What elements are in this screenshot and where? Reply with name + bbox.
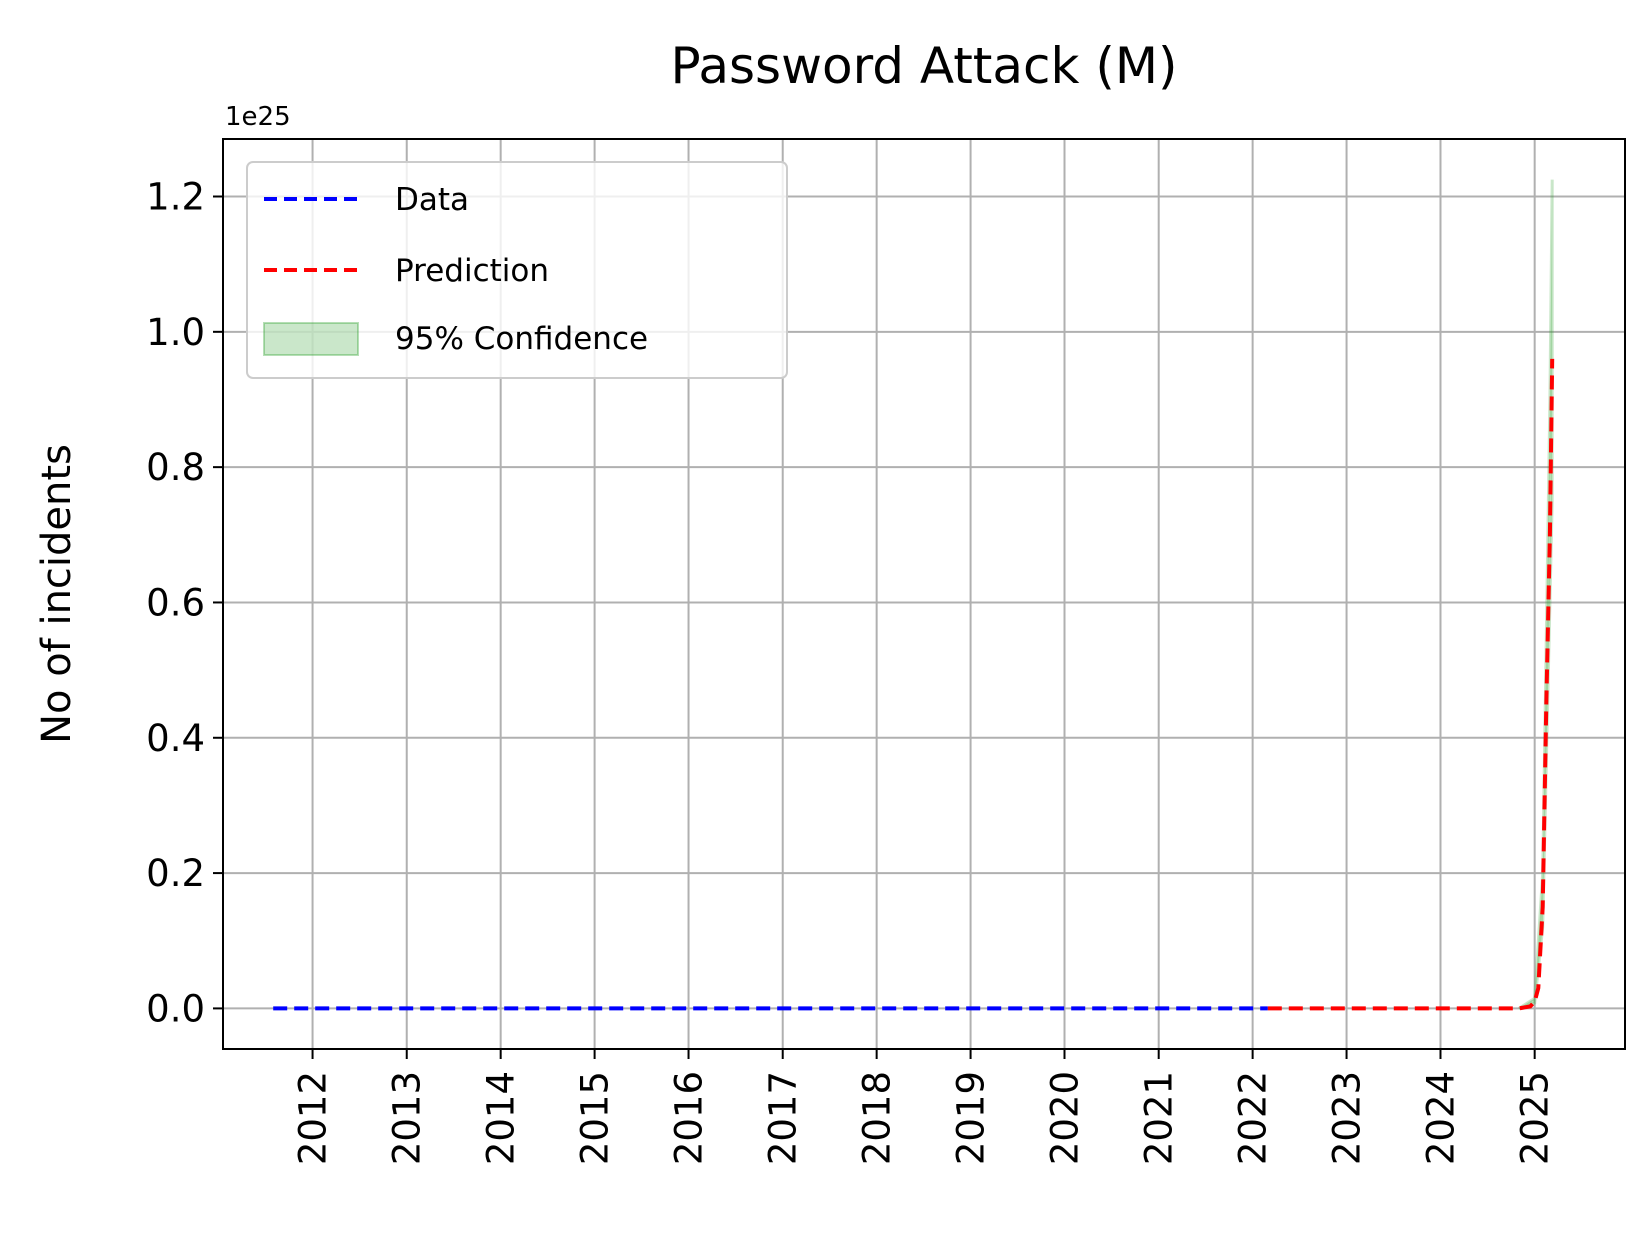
prediction-series-line [1267, 358, 1555, 1011]
plot-frame [222, 138, 1626, 1050]
x-tick-label: 2019 [950, 1071, 993, 1165]
chart-title: Password Attack (M) [670, 37, 1177, 95]
plot-series [273, 179, 1555, 1011]
x-tick-label: 2021 [1138, 1071, 1181, 1165]
y-tick-label: 0.8 [146, 446, 205, 489]
y-tick-label: 0.0 [146, 987, 205, 1030]
legend-label-confidence: 95% Confidence [395, 321, 648, 357]
x-tick-label: 2018 [856, 1071, 899, 1165]
x-tick-label: 2015 [574, 1071, 617, 1165]
legend-box [246, 161, 788, 379]
legend-patch-confidence [263, 322, 359, 356]
x-tick-label: 2014 [480, 1071, 523, 1165]
x-tick-label: 2013 [386, 1071, 429, 1165]
legend: Data Prediction 95% Confidence [246, 161, 788, 379]
x-tick-label: 2016 [668, 1071, 711, 1165]
x-tick-label: 2025 [1514, 1071, 1557, 1165]
legend-label-prediction: Prediction [395, 253, 549, 289]
x-tick-label: 2017 [762, 1071, 805, 1165]
x-tick-label: 2024 [1419, 1071, 1462, 1165]
y-tick-label: 1.2 [146, 176, 205, 219]
y-axis-label: No of incidents [34, 444, 80, 744]
y-tick-label: 0.4 [146, 717, 205, 760]
legend-label-data: Data [395, 182, 469, 218]
y-tick-label: 1.0 [146, 311, 205, 354]
x-tick-label: 2022 [1232, 1071, 1275, 1165]
y-offset-label: 1e25 [225, 102, 291, 132]
x-ticks: 2012 2013 2014 2015 2016 2017 2018 2019 2020 2021… [292, 1049, 1557, 1165]
y-ticks: 0.0 0.2 0.4 0.6 0.8 1.0 1.2 [146, 176, 223, 1030]
x-tick-label: 2023 [1326, 1071, 1369, 1165]
x-tick-label: 2020 [1044, 1071, 1087, 1165]
y-tick-label: 0.2 [146, 852, 205, 895]
y-tick-label: 0.6 [146, 581, 205, 624]
x-tick-label: 2012 [292, 1071, 335, 1165]
